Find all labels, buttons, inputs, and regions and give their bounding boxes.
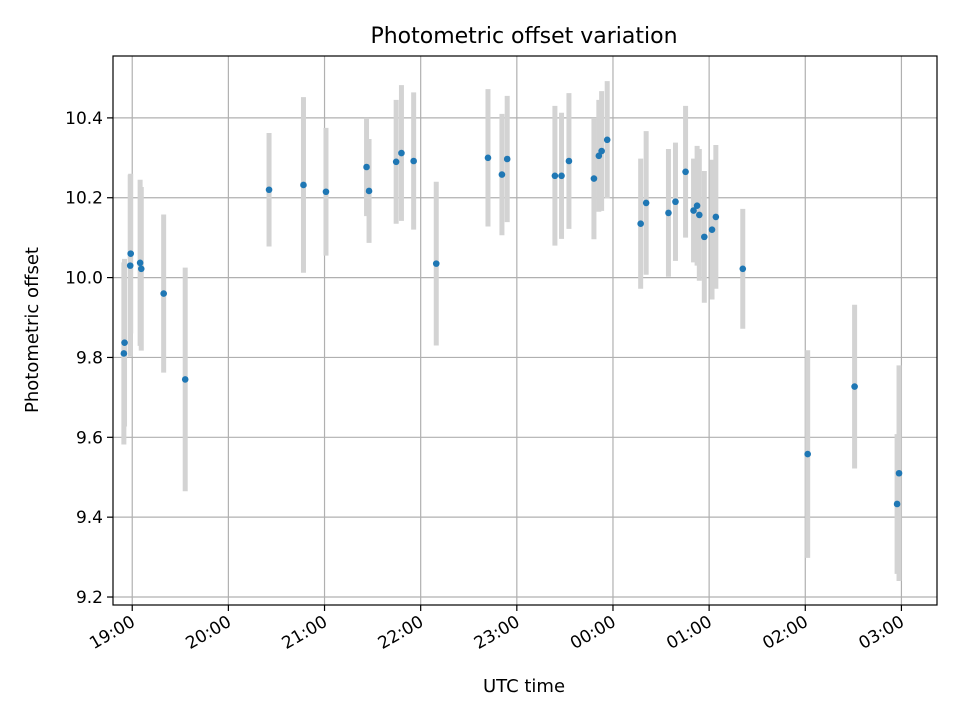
data-point bbox=[551, 172, 559, 180]
y-tick-label: 10.4 bbox=[65, 109, 103, 129]
data-point bbox=[503, 155, 511, 163]
data-point bbox=[322, 188, 330, 196]
data-point bbox=[484, 154, 492, 162]
y-tick-label: 9.2 bbox=[76, 588, 103, 608]
data-point bbox=[851, 383, 858, 390]
data-point bbox=[603, 136, 611, 144]
y-axis-ticks: 9.2 9.4 9.6 9.8 10.0 10.2 10.4 bbox=[65, 109, 113, 608]
data-point bbox=[398, 149, 405, 157]
data-point bbox=[137, 265, 145, 273]
data-point bbox=[804, 450, 811, 458]
data-point bbox=[893, 500, 901, 508]
data-point bbox=[558, 172, 565, 180]
data-points bbox=[120, 136, 903, 508]
data-point bbox=[712, 213, 720, 221]
data-point bbox=[595, 152, 603, 160]
data-point bbox=[136, 259, 144, 267]
data-point bbox=[410, 157, 417, 165]
y-tick-label: 10.0 bbox=[65, 269, 103, 289]
data-point bbox=[672, 198, 679, 206]
data-point bbox=[300, 181, 307, 189]
y-tick-label: 9.8 bbox=[76, 348, 103, 368]
data-point bbox=[696, 211, 703, 219]
data-point bbox=[565, 157, 573, 165]
plot-frame bbox=[112, 55, 938, 606]
chart-title: Photometric offset variation bbox=[370, 24, 677, 49]
data-point bbox=[682, 168, 689, 176]
y-axis-label: Photometric offset bbox=[22, 247, 43, 413]
data-point bbox=[598, 147, 605, 155]
data-point bbox=[895, 469, 903, 477]
grid-lines bbox=[113, 56, 937, 605]
data-point bbox=[690, 207, 697, 214]
y-tick-label: 9.6 bbox=[76, 428, 103, 448]
data-point bbox=[127, 250, 134, 257]
data-point bbox=[665, 209, 672, 217]
y-tick-label: 10.2 bbox=[65, 189, 103, 209]
y-tick-label: 9.4 bbox=[76, 508, 103, 528]
data-point bbox=[265, 186, 273, 194]
data-point bbox=[701, 233, 708, 241]
data-point bbox=[363, 163, 370, 171]
data-point bbox=[739, 265, 747, 273]
data-point bbox=[708, 226, 716, 233]
data-point bbox=[121, 339, 128, 346]
data-point bbox=[637, 220, 644, 227]
data-point bbox=[120, 350, 128, 357]
data-point bbox=[392, 158, 400, 166]
data-point bbox=[181, 376, 189, 383]
data-point bbox=[693, 202, 701, 210]
data-point bbox=[590, 175, 598, 182]
data-point bbox=[432, 260, 440, 267]
data-point bbox=[498, 171, 506, 178]
data-point bbox=[642, 199, 650, 207]
data-point bbox=[365, 187, 373, 195]
x-axis-label: UTC time bbox=[483, 676, 565, 697]
data-point bbox=[160, 290, 167, 297]
data-point bbox=[126, 262, 134, 269]
